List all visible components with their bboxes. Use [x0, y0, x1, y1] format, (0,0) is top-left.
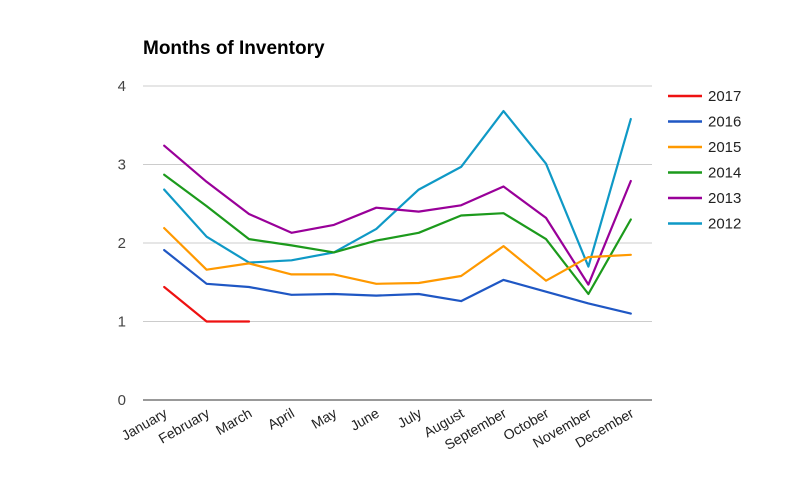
- x-tick-label: May: [308, 405, 339, 432]
- legend: 2017 2016 2015 2014 2013 2012: [668, 88, 741, 233]
- legend-label: 2014: [708, 165, 741, 182]
- x-tick-label: June: [347, 405, 381, 434]
- chart-title: Months of Inventory: [143, 38, 325, 59]
- gridlines: [143, 85, 652, 401]
- legend-label: 2013: [708, 190, 741, 207]
- x-tick-label: April: [265, 405, 297, 433]
- series-line-2014: [163, 173, 632, 296]
- series-line-2017: [163, 285, 251, 323]
- y-tick-label: 0: [118, 392, 126, 409]
- legend-label: 2017: [708, 88, 741, 105]
- series-line-2013: [163, 144, 632, 286]
- x-tick-label: July: [395, 405, 425, 431]
- y-tick-label: 2: [118, 235, 126, 252]
- x-tick-label: March: [213, 405, 255, 438]
- y-tick-label: 1: [118, 314, 126, 331]
- y-tick-label: 4: [118, 78, 126, 95]
- series-line-2016: [163, 249, 632, 315]
- y-axis-ticks: 0 1 2 3 4: [118, 78, 126, 409]
- legend-label: 2015: [708, 139, 741, 156]
- series-line-2015: [163, 227, 632, 285]
- legend-label: 2016: [708, 114, 741, 131]
- y-tick-label: 3: [118, 157, 126, 174]
- legend-label: 2012: [708, 216, 741, 233]
- series-lines: [163, 109, 632, 323]
